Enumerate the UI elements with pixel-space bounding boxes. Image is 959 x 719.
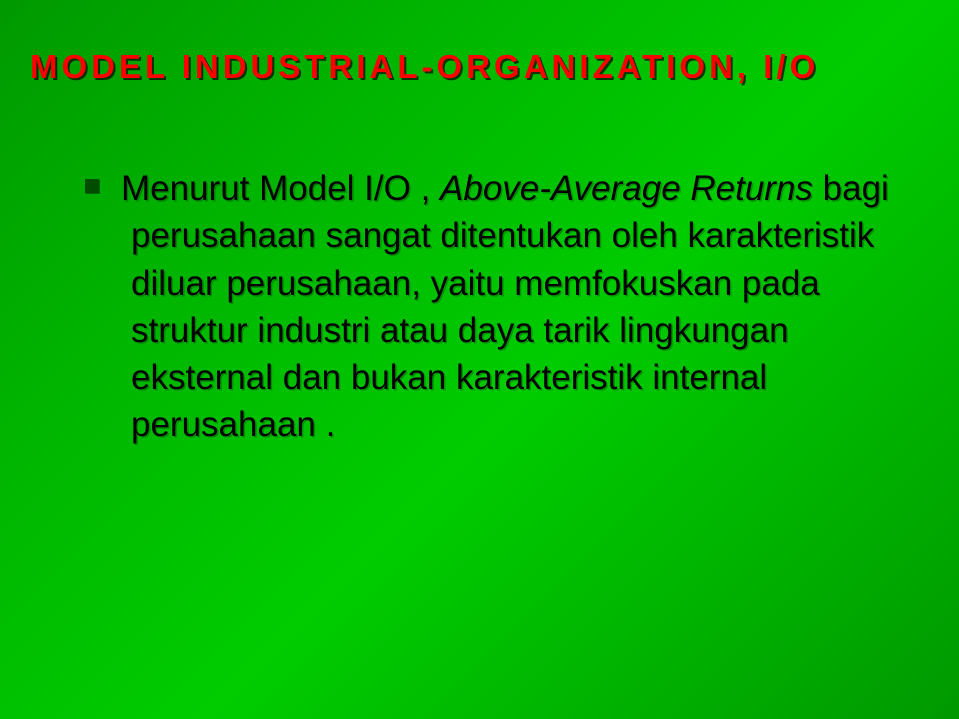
bullet-item: Menurut Model I/O , Above-Average Return… [85,165,904,449]
bullet-square-icon [85,179,99,193]
slide-title: MODEL INDUSTRIAL-ORGANIZATION, I/O [30,48,939,86]
body-italic-text: Above-Average Returns [440,169,813,208]
body-lead-text: Menurut Model I/O , [121,169,440,208]
slide-container: MODEL INDUSTRIAL-ORGANIZATION, I/O Menur… [0,0,959,719]
slide-body: Menurut Model I/O , Above-Average Return… [85,165,904,449]
body-rest-text: bagi perusahaan sangat ditentukan oleh k… [131,169,889,444]
body-paragraph: Menurut Model I/O , Above-Average Return… [121,165,904,449]
